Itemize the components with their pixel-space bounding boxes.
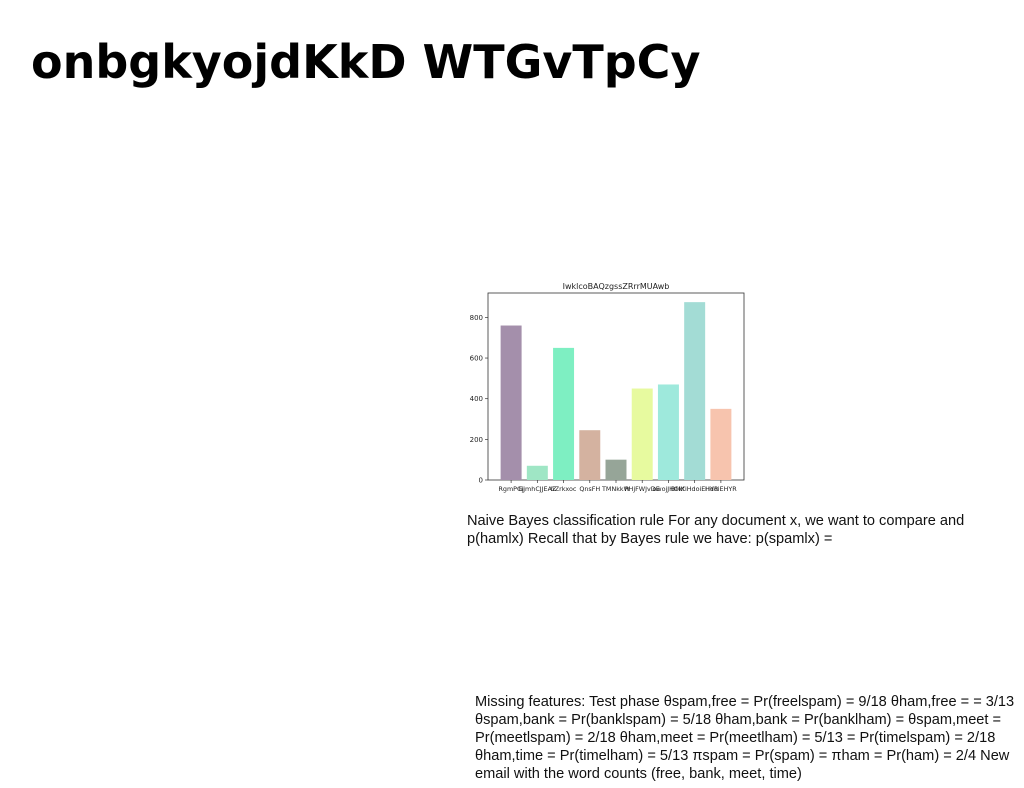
bar: [710, 408, 732, 480]
slide-title: onbgkyojdKkD WTGvTpCy: [31, 35, 701, 89]
bar-chart-svg: IwklcoBAQzgssZRrrMUAwb 0 200 400 600 800 Rgm…: [470, 282, 745, 493]
bar: [684, 302, 706, 480]
y-tick-label: 400: [470, 395, 483, 403]
bar: [605, 459, 627, 480]
x-tick-label: owojJHCkf: [652, 485, 685, 493]
chart-title: IwklcoBAQzgssZRrrMUAwb: [563, 282, 670, 291]
bars: [500, 302, 732, 480]
x-tick-label: TMNkkW: [601, 485, 631, 493]
x-tick-label: PHjFWJvDE: [625, 485, 660, 493]
y-tick-label: 200: [470, 436, 483, 444]
bar: [526, 465, 548, 480]
bar: [631, 388, 653, 480]
plot-area-frame: [487, 292, 745, 481]
missing-features-text: Missing features: Test phase θspam,free …: [475, 694, 1015, 782]
y-tick-label: 800: [470, 314, 483, 322]
naive-bayes-rule-text: Naive Bayes classification rule For any …: [467, 513, 965, 547]
y-tick-label: 0: [479, 477, 483, 485]
bar: [579, 430, 601, 480]
x-tick-label: BMKiHdoiEHYR: [671, 485, 719, 493]
x-tick-label: GjmhCJJEAZ: [518, 485, 557, 493]
y-tick-label: 600: [470, 355, 483, 363]
x-tick-label: hZrkxoc: [551, 485, 577, 493]
bar: [657, 384, 679, 480]
bar: [500, 325, 522, 480]
y-axis: 0 200 400 600 800: [470, 314, 488, 485]
x-tick-label: HdoiEHYR: [705, 485, 737, 493]
bar-chart: IwklcoBAQzgssZRrrMUAwb 0 200 400 600 800 Rgm…: [460, 276, 760, 498]
bar: [553, 347, 575, 480]
x-tick-label: QnsFH: [579, 485, 600, 493]
x-tick-label: RgmPGj: [498, 485, 524, 493]
